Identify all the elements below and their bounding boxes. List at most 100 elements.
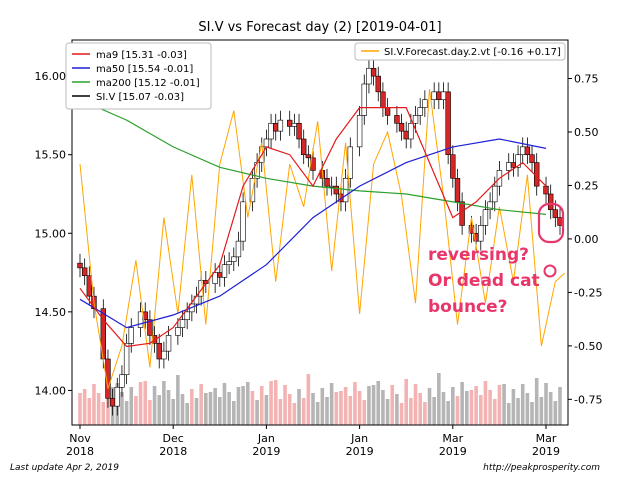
volume-bar bbox=[311, 393, 315, 425]
candle-body bbox=[240, 201, 246, 242]
candle-body bbox=[492, 185, 498, 203]
volume-bar bbox=[204, 393, 208, 425]
volume-bar bbox=[120, 392, 124, 425]
candle-body bbox=[417, 107, 423, 116]
candle-body bbox=[291, 122, 298, 127]
candle-body bbox=[547, 193, 554, 211]
volume-bar bbox=[530, 402, 534, 425]
volume-bar bbox=[367, 386, 371, 425]
volume-bar bbox=[185, 403, 189, 425]
volume-bar bbox=[78, 393, 82, 425]
volume-bar bbox=[213, 388, 217, 425]
x-tick-label: Jan bbox=[257, 432, 275, 445]
annotation-line-2: Or dead cat bbox=[428, 271, 540, 291]
volume-bar bbox=[297, 389, 301, 425]
plot-frame bbox=[71, 39, 569, 426]
y-right-tick-label: 0.25 bbox=[574, 179, 599, 192]
volume-bar bbox=[451, 387, 455, 425]
y-right-tick-label: -0.75 bbox=[574, 393, 602, 406]
volume-bar bbox=[208, 392, 213, 425]
candle-body bbox=[161, 350, 167, 360]
volume-bar bbox=[353, 382, 357, 425]
candle-body bbox=[506, 162, 512, 171]
y-left-tick-label: 16.00 bbox=[35, 70, 67, 83]
volume-bar bbox=[357, 391, 362, 425]
candle-body bbox=[356, 115, 363, 148]
volume-bar bbox=[227, 392, 231, 425]
volume-bar bbox=[301, 398, 306, 425]
volume-bar bbox=[474, 386, 478, 425]
candle-body bbox=[347, 146, 353, 179]
candle-body bbox=[300, 138, 307, 156]
candle-body bbox=[412, 115, 419, 124]
volume-bar bbox=[409, 398, 413, 425]
legend-label: ma200 [15.12 -0.01] bbox=[96, 78, 200, 89]
volume-bar bbox=[283, 385, 287, 425]
candle-body bbox=[450, 154, 456, 179]
candle-body bbox=[487, 201, 493, 211]
x-tick-label: Mar bbox=[442, 432, 463, 445]
volume-bar bbox=[553, 401, 558, 425]
volume-bar bbox=[385, 399, 390, 425]
volume-bar bbox=[264, 395, 269, 425]
candle-body bbox=[366, 67, 372, 85]
volume-bar bbox=[292, 403, 297, 425]
x-tick-year: 2019 bbox=[346, 445, 374, 458]
candle-body bbox=[165, 335, 172, 352]
candle-body bbox=[431, 91, 437, 101]
annotation-circle bbox=[543, 264, 557, 278]
y-right-tick-label: 0.50 bbox=[574, 126, 599, 139]
candle-body bbox=[529, 154, 535, 163]
volume-bar bbox=[455, 396, 460, 425]
candle-body bbox=[394, 115, 400, 124]
candle-body bbox=[328, 185, 335, 188]
volume-bar bbox=[176, 375, 180, 425]
volume-bar bbox=[502, 384, 506, 425]
x-tick-year: 2018 bbox=[66, 445, 94, 458]
candle-body bbox=[440, 91, 447, 101]
volume-bar bbox=[269, 381, 273, 425]
candle-body bbox=[324, 177, 330, 187]
candle-body bbox=[193, 295, 200, 305]
x-tick-year: 2019 bbox=[532, 445, 560, 458]
legend-right bbox=[354, 42, 566, 61]
candle-body bbox=[459, 201, 465, 226]
volume-bar bbox=[278, 399, 283, 425]
volume-bar bbox=[255, 400, 259, 425]
candle-body bbox=[478, 225, 484, 242]
candle-body bbox=[361, 83, 367, 116]
candle-body bbox=[105, 358, 111, 399]
annotation-line-3: bounce? bbox=[428, 297, 508, 317]
candle-body bbox=[221, 264, 228, 278]
candle-body bbox=[370, 67, 377, 77]
volume-bar bbox=[404, 379, 409, 425]
volume-bar bbox=[124, 401, 129, 425]
volume-bar bbox=[548, 392, 553, 425]
volume-bar bbox=[92, 384, 96, 425]
volume-bar bbox=[418, 393, 422, 425]
candle-body bbox=[375, 75, 381, 93]
candle-body bbox=[128, 327, 134, 344]
candle-body bbox=[263, 138, 270, 148]
candle-body bbox=[384, 107, 391, 116]
volume-bar bbox=[423, 402, 427, 425]
volume-bar bbox=[464, 391, 469, 425]
x-tick-label: Nov bbox=[69, 432, 91, 445]
volume-bar bbox=[315, 402, 320, 425]
volume-bar bbox=[166, 390, 171, 425]
volume-bar bbox=[134, 396, 138, 425]
volume-bar bbox=[87, 398, 92, 425]
volume-bar bbox=[446, 401, 450, 425]
volume-bar bbox=[231, 401, 236, 425]
candle-body bbox=[557, 217, 563, 226]
volume-bar bbox=[441, 392, 446, 425]
annotation-oval bbox=[537, 202, 565, 244]
volume-bar bbox=[320, 388, 325, 425]
legend-label: SI.V [15.07 -0.03] bbox=[96, 92, 184, 103]
candle-body bbox=[445, 91, 451, 156]
candle-body bbox=[403, 130, 409, 140]
candle-body bbox=[296, 122, 302, 140]
volume-bar bbox=[306, 374, 311, 425]
volume-bar bbox=[236, 387, 241, 425]
volume-bar bbox=[241, 386, 245, 425]
